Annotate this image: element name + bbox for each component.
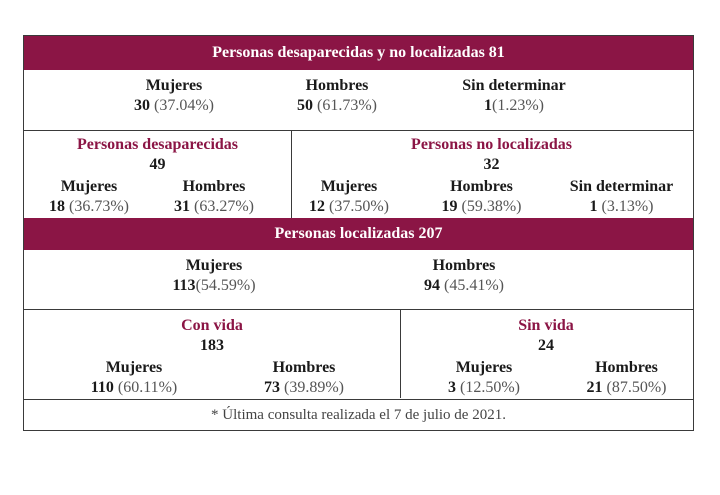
no-localizadas-undetermined-pct: (3.13%): [601, 198, 654, 215]
con-vida-men-pct: (39.89%): [284, 379, 344, 396]
total-women-num: 30: [134, 97, 150, 114]
sin-vida-header: Sin vida 24: [400, 316, 692, 356]
localizadas-men-num: 94: [424, 277, 440, 294]
statistics-table: Personas desaparecidas y no localizadas …: [23, 35, 694, 431]
no-localizadas-women-pct: (37.50%): [329, 198, 389, 215]
sin-vida-total: 24: [538, 337, 554, 354]
no-localizadas-undetermined-value: 1 (3.13%): [554, 197, 689, 217]
total-header-text: Personas desaparecidas y no localizadas …: [212, 44, 505, 61]
no-localizadas-men-cell: Hombres 19 (59.38%): [419, 177, 544, 217]
no-localizadas-men-num: 19: [441, 198, 458, 215]
desaparecidas-total: 49: [149, 156, 166, 173]
localizadas-header: Personas localizadas 207: [24, 218, 693, 250]
split-row-missing: Personas desaparecidas 49 Mujeres 18 (36…: [24, 131, 693, 218]
con-vida-women-pct: (60.11%): [117, 379, 178, 396]
no-localizadas-header: Personas no localizadas 32: [291, 135, 692, 175]
total-undetermined-label: Sin determinar: [462, 77, 566, 94]
desaparecidas-women-cell: Mujeres 18 (36.73%): [34, 177, 144, 217]
localizadas-women-num: 113: [172, 277, 196, 294]
sin-vida-men-cell: Hombres 21 (87.50%): [564, 358, 689, 398]
desaparecidas-women-value: 18 (36.73%): [34, 197, 144, 217]
con-vida-title: Con vida: [181, 317, 243, 334]
total-undetermined-num: 1: [484, 97, 492, 114]
column-divider: [291, 131, 292, 218]
localizadas-women-pct: (54.59%): [195, 277, 256, 294]
no-localizadas-undetermined-num: 1: [589, 198, 598, 215]
con-vida-header: Con vida 183: [24, 316, 400, 356]
no-localizadas-men-value: 19 (59.38%): [419, 197, 544, 217]
sin-vida-title: Sin vida: [518, 317, 574, 334]
no-localizadas-undetermined-label: Sin determinar: [569, 178, 674, 195]
total-men-label: Hombres: [305, 77, 369, 94]
no-localizadas-total: 32: [483, 156, 500, 173]
no-localizadas-men-pct: (59.38%): [461, 198, 522, 215]
sin-vida-women-pct: (12.50%): [460, 379, 520, 396]
total-women-pct: (37.04%): [154, 97, 214, 114]
desaparecidas-men-value: 31 (63.27%): [154, 197, 274, 217]
no-localizadas-title: Personas no localizadas: [411, 136, 572, 153]
con-vida-women-label: Mujeres: [105, 359, 163, 376]
desaparecidas-men-label: Hombres: [182, 178, 246, 195]
total-men-value: 50 (61.73%): [257, 96, 417, 116]
con-vida-total: 183: [200, 337, 224, 354]
no-localizadas-women-num: 12: [309, 198, 325, 215]
localizadas-men-pct: (45.41%): [444, 277, 504, 294]
desaparecidas-women-pct: (36.73%): [69, 198, 129, 215]
total-header: Personas desaparecidas y no localizadas …: [24, 36, 693, 70]
total-women-cell: Mujeres 30 (37.04%): [94, 76, 254, 116]
localizadas-women-cell: Mujeres 113(54.59%): [124, 256, 304, 296]
desaparecidas-men-num: 31: [174, 198, 190, 215]
desaparecidas-header: Personas desaparecidas 49: [24, 135, 291, 175]
sin-vida-women-cell: Mujeres 3 (12.50%): [424, 358, 544, 398]
con-vida-men-value: 73 (39.89%): [234, 378, 374, 398]
desaparecidas-title: Personas desaparecidas: [76, 136, 239, 153]
con-vida-women-num: 110: [90, 379, 114, 396]
split-row-located: Con vida 183 Mujeres 110 (60.11%) Hombre…: [24, 310, 693, 400]
total-men-num: 50: [297, 97, 313, 114]
desaparecidas-men-pct: (63.27%): [194, 198, 254, 215]
localizadas-men-cell: Hombres 94 (45.41%): [374, 256, 554, 296]
column-divider-located: [400, 310, 401, 398]
sin-vida-women-num: 3: [448, 379, 456, 396]
localizadas-men-value: 94 (45.41%): [374, 276, 554, 296]
localizadas-breakdown-row: Mujeres 113(54.59%) Hombres 94 (45.41%): [24, 250, 693, 310]
sin-vida-men-num: 21: [586, 379, 603, 396]
footnote: * Última consulta realizada el 7 de juli…: [24, 402, 693, 428]
total-breakdown-row: Mujeres 30 (37.04%) Hombres 50 (61.73%) …: [24, 70, 693, 131]
total-women-label: Mujeres: [145, 77, 203, 94]
localizadas-women-label: Mujeres: [185, 257, 243, 274]
no-localizadas-women-value: 12 (37.50%): [294, 197, 404, 217]
sin-vida-men-value: 21 (87.50%): [564, 378, 689, 398]
con-vida-men-cell: Hombres 73 (39.89%): [234, 358, 374, 398]
con-vida-women-cell: Mujeres 110 (60.11%): [74, 358, 194, 398]
total-men-cell: Hombres 50 (61.73%): [257, 76, 417, 116]
sin-vida-women-value: 3 (12.50%): [424, 378, 544, 398]
localizadas-men-label: Hombres: [432, 257, 496, 274]
sin-vida-men-pct: (87.50%): [606, 379, 667, 396]
no-localizadas-women-label: Mujeres: [320, 178, 378, 195]
total-men-pct: (61.73%): [317, 97, 377, 114]
total-undetermined-value: 1(1.23%): [424, 96, 604, 116]
desaparecidas-men-cell: Hombres 31 (63.27%): [154, 177, 274, 217]
con-vida-women-value: 110 (60.11%): [74, 378, 194, 398]
sin-vida-men-label: Hombres: [595, 359, 658, 376]
total-women-value: 30 (37.04%): [94, 96, 254, 116]
localizadas-women-value: 113(54.59%): [124, 276, 304, 296]
con-vida-men-label: Hombres: [272, 359, 336, 376]
footnote-text: * Última consulta realizada el 7 de juli…: [211, 407, 506, 423]
no-localizadas-women-cell: Mujeres 12 (37.50%): [294, 177, 404, 217]
no-localizadas-undetermined-cell: Sin determinar 1 (3.13%): [554, 177, 689, 217]
desaparecidas-women-num: 18: [49, 198, 65, 215]
desaparecidas-women-label: Mujeres: [60, 178, 118, 195]
no-localizadas-men-label: Hombres: [450, 178, 513, 195]
localizadas-header-text: Personas localizadas 207: [274, 225, 443, 242]
total-undetermined-cell: Sin determinar 1(1.23%): [424, 76, 604, 116]
con-vida-men-num: 73: [264, 379, 280, 396]
sin-vida-women-label: Mujeres: [455, 359, 513, 376]
total-undetermined-pct: (1.23%): [492, 97, 544, 114]
